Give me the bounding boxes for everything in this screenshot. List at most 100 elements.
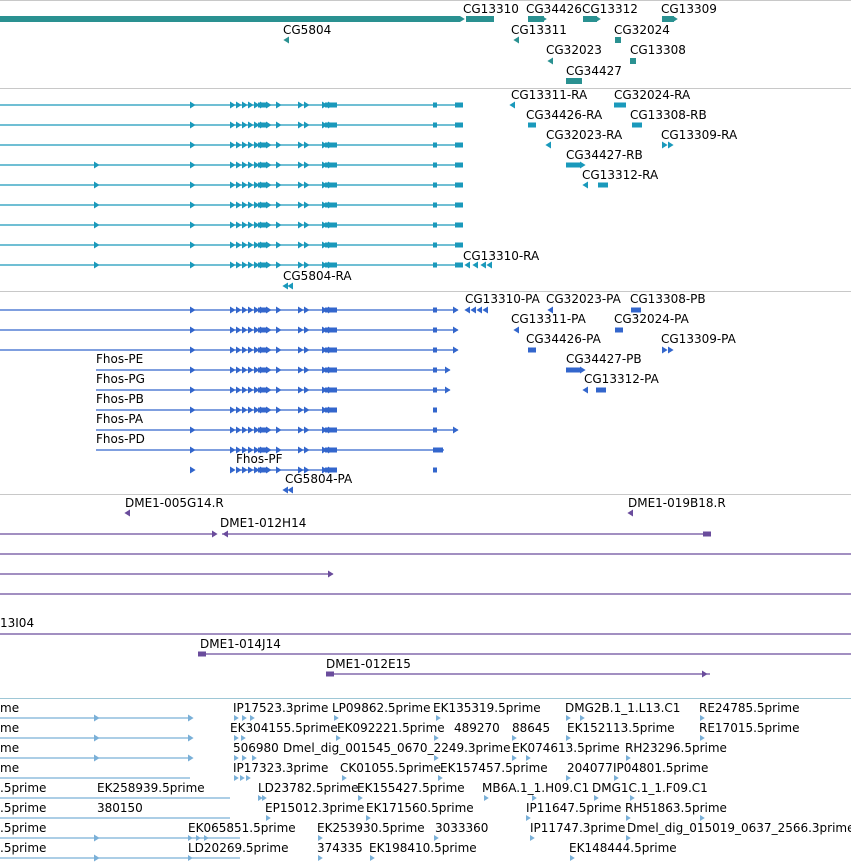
cds-exon[interactable]: [304, 426, 310, 434]
transcript-arrow-icon[interactable]: [282, 282, 288, 290]
transcript-exon[interactable]: [248, 161, 254, 169]
cds-arrow-icon[interactable]: [445, 366, 451, 374]
transcript-label[interactable]: CG34427-RB: [566, 148, 643, 162]
transcript-exon[interactable]: [322, 201, 328, 209]
est-arrow-icon[interactable]: [336, 735, 341, 741]
cds-exon[interactable]: [325, 347, 337, 353]
est-label[interactable]: EK171560.5prime: [366, 801, 474, 815]
cds-exon[interactable]: [190, 386, 196, 394]
transcript-exon[interactable]: [455, 102, 463, 108]
transcript-exon[interactable]: [242, 261, 248, 269]
cds-arrow-icon[interactable]: [668, 346, 674, 354]
transcript-label[interactable]: CG13308-RB: [630, 108, 707, 122]
transcript-exon[interactable]: [236, 181, 242, 189]
transcript-exon[interactable]: [258, 162, 268, 168]
gene-glyph[interactable]: [583, 16, 597, 22]
transcript-exon[interactable]: [455, 262, 463, 268]
clone-arrow-icon[interactable]: [702, 670, 708, 678]
gene-glyph[interactable]: [466, 16, 494, 22]
cds-exon[interactable]: [433, 347, 437, 353]
est-arrow-icon[interactable]: [241, 735, 246, 741]
cds-exon[interactable]: [236, 406, 242, 414]
cds-label[interactable]: Fhos-PF: [236, 452, 283, 466]
cds-arrow-icon[interactable]: [453, 326, 459, 334]
cds-label[interactable]: CG13310-PA: [465, 292, 540, 306]
cds-exon[interactable]: [631, 307, 641, 313]
gene-glyph[interactable]: [630, 58, 636, 64]
transcript-arrow-icon[interactable]: [668, 141, 674, 149]
est-arrow-icon[interactable]: [94, 734, 100, 742]
transcript-exon[interactable]: [242, 161, 248, 169]
cds-label[interactable]: CG34426-PA: [526, 332, 601, 346]
est-label[interactable]: IP17523.3prime: [233, 701, 329, 715]
transcript-exon[interactable]: [258, 142, 268, 148]
clone-arrow-icon[interactable]: [222, 530, 228, 538]
transcript-exon[interactable]: [230, 221, 236, 229]
cds-exon[interactable]: [304, 386, 310, 394]
est-arrow-icon[interactable]: [630, 795, 635, 801]
cds-exon[interactable]: [298, 406, 304, 414]
transcript-exon[interactable]: [242, 121, 248, 129]
cds-exon[interactable]: [190, 306, 196, 314]
transcript-exon[interactable]: [254, 141, 260, 149]
transcript-arrow-icon[interactable]: [94, 261, 100, 269]
cds-exon[interactable]: [236, 366, 242, 374]
transcript-exon[interactable]: [236, 201, 242, 209]
transcript-exon[interactable]: [230, 161, 236, 169]
cds-exon[interactable]: [190, 366, 196, 374]
transcript-exon[interactable]: [276, 221, 282, 229]
transcript-label[interactable]: CG13312-RA: [582, 168, 659, 182]
cds-exon[interactable]: [236, 446, 242, 454]
cds-exon[interactable]: [528, 347, 536, 353]
est-label-clipped[interactable]: .5prime: [0, 781, 47, 795]
cds-arrow-icon[interactable]: [662, 346, 668, 354]
cds-arrow-icon[interactable]: [482, 306, 488, 314]
transcript-exon[interactable]: [258, 202, 268, 208]
gene-label[interactable]: CG13312: [582, 2, 638, 16]
est-arrow-icon[interactable]: [532, 795, 537, 801]
est-arrow-icon[interactable]: [258, 795, 263, 801]
est-arrow-icon[interactable]: [438, 775, 443, 781]
est-label[interactable]: EK092221.5prime: [337, 721, 445, 735]
transcript-arrow-icon[interactable]: [94, 161, 100, 169]
cds-exon[interactable]: [325, 387, 337, 393]
transcript-exon[interactable]: [276, 101, 282, 109]
transcript-exon[interactable]: [455, 162, 463, 168]
transcript-exon[interactable]: [325, 102, 337, 108]
transcript-exon[interactable]: [190, 201, 196, 209]
cds-label[interactable]: Fhos-PD: [96, 432, 145, 446]
transcript-arrow-icon[interactable]: [509, 101, 515, 109]
est-arrow-icon[interactable]: [94, 834, 100, 842]
est-arrow-icon[interactable]: [246, 775, 251, 781]
transcript-exon[interactable]: [190, 221, 196, 229]
est-label[interactable]: Dmel_dig_015019_0637_2566.3prime: [627, 821, 851, 835]
transcript-exon[interactable]: [230, 261, 236, 269]
est-arrow-icon[interactable]: [196, 835, 201, 841]
transcript-exon[interactable]: [190, 241, 196, 249]
transcript-exon[interactable]: [276, 181, 282, 189]
gene-arrow-icon[interactable]: [283, 36, 289, 44]
transcript-exon[interactable]: [242, 101, 248, 109]
est-arrow-icon[interactable]: [526, 755, 531, 761]
cds-arrow-icon[interactable]: [582, 386, 588, 394]
cds-arrow-icon[interactable]: [445, 386, 451, 394]
cds-exon[interactable]: [322, 466, 328, 474]
gene-glyph[interactable]: [662, 16, 674, 22]
transcript-exon[interactable]: [528, 122, 536, 128]
transcript-exon[interactable]: [258, 262, 268, 268]
transcript-arrow-icon[interactable]: [472, 261, 478, 269]
gene-arrow-icon[interactable]: [673, 16, 678, 22]
cds-exon[interactable]: [248, 426, 254, 434]
transcript-exon[interactable]: [433, 182, 437, 188]
est-arrow-icon[interactable]: [234, 775, 239, 781]
cds-exon[interactable]: [230, 406, 236, 414]
est-label-clipped[interactable]: .5prime: [0, 801, 47, 815]
est-arrow-icon[interactable]: [530, 835, 535, 841]
transcript-label[interactable]: CG34426-RA: [526, 108, 603, 122]
transcript-exon[interactable]: [325, 262, 337, 268]
est-label[interactable]: 204077: [567, 761, 613, 775]
transcript-exon[interactable]: [276, 121, 282, 129]
transcript-exon[interactable]: [614, 102, 626, 108]
transcript-exon[interactable]: [190, 141, 196, 149]
est-arrow-icon[interactable]: [700, 715, 705, 721]
